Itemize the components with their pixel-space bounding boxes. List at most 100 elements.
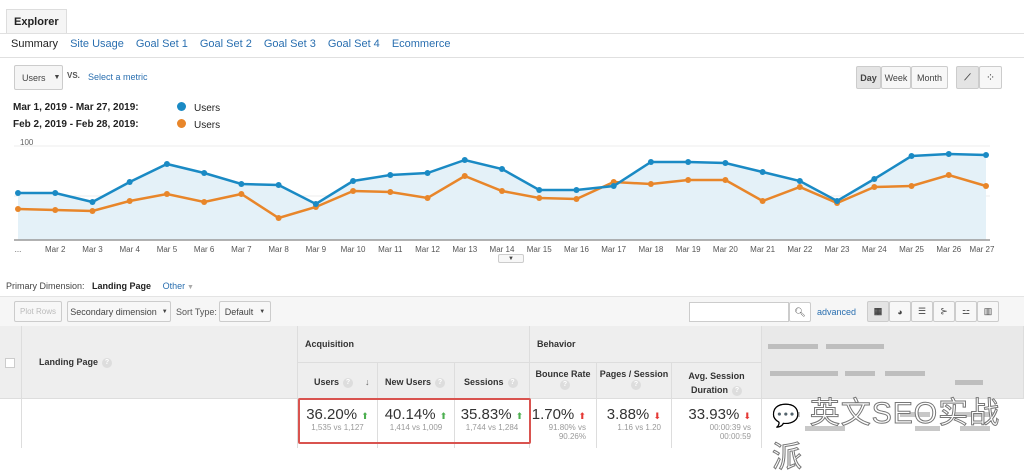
- data-point: [126, 179, 133, 185]
- table-view-icon[interactable]: ▦: [867, 301, 889, 322]
- sort-type-dropdown[interactable]: Default ▼: [219, 301, 271, 322]
- data-point: [15, 206, 21, 212]
- performance-view-icon[interactable]: ☰: [911, 301, 933, 322]
- subtab-goal-set-2[interactable]: Goal Set 2: [199, 38, 252, 50]
- x-tick-label: Mar 19: [676, 245, 701, 254]
- line-chart-icon[interactable]: ⟋: [956, 66, 979, 89]
- motion-chart-icon[interactable]: ⁘: [979, 66, 1002, 89]
- vs-label: VS.: [67, 71, 80, 80]
- x-tick-label: Mar 2: [45, 245, 66, 254]
- dimension-landing-page[interactable]: Landing Page: [92, 281, 152, 291]
- help-icon: ?: [102, 357, 113, 368]
- data-point: [387, 189, 394, 195]
- data-point: [796, 184, 803, 190]
- col-pages-session[interactable]: Pages / Session?: [597, 363, 672, 399]
- x-tick-label: Mar 3: [82, 245, 103, 254]
- plot-rows-button[interactable]: Plot Rows: [14, 301, 62, 322]
- percent-change: 3.88%: [606, 406, 650, 423]
- data-point: [52, 190, 59, 196]
- search-icon[interactable]: 🔍︎: [789, 302, 811, 322]
- metric-dropdown[interactable]: Users ▼: [14, 65, 63, 90]
- data-point: [461, 157, 468, 163]
- chart-collapse-toggle[interactable]: ▼: [498, 254, 524, 263]
- data-point: [871, 184, 878, 190]
- col-users[interactable]: Users? ↓: [298, 363, 378, 399]
- data-point: [424, 195, 431, 201]
- report-subtabs: Summary Site Usage Goal Set 1 Goal Set 2…: [11, 38, 451, 50]
- col-landing-page[interactable]: Landing Page?: [22, 326, 298, 399]
- data-point: [89, 199, 96, 205]
- term-cloud-icon[interactable]: ⚍: [955, 301, 977, 322]
- percent-change: 1.70%: [531, 406, 575, 423]
- comparison-values: 1,535 vs 1,127: [311, 423, 364, 432]
- col-new-users[interactable]: New Users?: [378, 363, 455, 399]
- data-point: [647, 181, 654, 187]
- subtab-goal-set-1[interactable]: Goal Set 1: [135, 38, 188, 50]
- x-tick-label: Mar 6: [194, 245, 215, 254]
- data-point: [499, 166, 505, 172]
- arrow-up-icon: ⬆: [361, 411, 369, 421]
- data-point: [945, 151, 952, 157]
- subtab-ecommerce[interactable]: Ecommerce: [391, 38, 451, 50]
- secondary-dimension-dropdown[interactable]: Secondary dimension ▼: [67, 301, 171, 322]
- data-point: [983, 183, 989, 189]
- group-behavior: Behavior: [530, 326, 762, 363]
- data-point: [573, 187, 580, 193]
- x-tick-label: Mar 23: [825, 245, 850, 254]
- x-tick-label: Mar 27: [970, 245, 995, 254]
- legend-dot-icon: [177, 101, 186, 111]
- data-point: [759, 198, 766, 204]
- arrow-up-icon: ⬆: [515, 411, 524, 421]
- month-button[interactable]: Month: [911, 66, 948, 89]
- tab-explorer[interactable]: Explorer: [6, 9, 67, 34]
- percent-change: 40.14%: [384, 406, 436, 423]
- x-tick-label: Mar 16: [564, 245, 589, 254]
- pivot-view-icon[interactable]: ▥: [977, 301, 999, 322]
- x-tick-label: Mar 13: [452, 245, 477, 254]
- group-acquisition: Acquisition: [298, 326, 530, 363]
- data-point: [499, 188, 505, 194]
- data-point: [834, 198, 841, 204]
- comparison-view-icon[interactable]: ⊱: [933, 301, 955, 322]
- col-bounce-rate[interactable]: Bounce Rate?: [530, 363, 597, 399]
- sort-desc-icon: ↓: [365, 377, 370, 387]
- x-tick-label: Mar 15: [527, 245, 552, 254]
- data-point: [275, 215, 282, 221]
- day-button[interactable]: Day: [856, 66, 881, 89]
- x-tick-label: Mar 11: [378, 245, 403, 254]
- week-button[interactable]: Week: [881, 66, 911, 89]
- data-point: [536, 195, 543, 201]
- data-point: [722, 160, 729, 166]
- col-avg-session-duration[interactable]: Avg. Session Duration?: [672, 363, 762, 399]
- advanced-link[interactable]: advanced: [817, 307, 857, 317]
- data-point: [163, 191, 170, 197]
- data-point: [647, 159, 654, 165]
- dimension-other[interactable]: Other: [162, 281, 186, 291]
- subtab-site-usage[interactable]: Site Usage: [70, 38, 124, 50]
- pie-view-icon[interactable]: ◕: [889, 301, 911, 322]
- arrow-up-icon: ⬆: [578, 411, 586, 421]
- subtab-summary[interactable]: Summary: [11, 38, 59, 50]
- data-point: [945, 172, 952, 178]
- select-all-checkbox[interactable]: [5, 358, 15, 368]
- x-tick-label: ...: [15, 245, 22, 254]
- cell-users: 36.20% ⬆ 1,535 vs 1,127: [298, 399, 378, 448]
- data-point: [201, 199, 208, 205]
- wechat-icon: 💬: [771, 403, 801, 429]
- data-point: [983, 152, 989, 158]
- data-point: [796, 178, 803, 184]
- data-point: [350, 188, 357, 194]
- table-search-input[interactable]: [689, 302, 789, 322]
- x-tick-label: Mar 18: [638, 245, 663, 254]
- x-tick-label: Mar 22: [787, 245, 812, 254]
- subtab-goal-set-4[interactable]: Goal Set 4: [327, 38, 380, 50]
- legend-current: Mar 1, 2019 - Mar 27, 2019: Users: [13, 101, 221, 114]
- cell-pages-session: 3.88% ⬇ 1.16 vs 1.20: [597, 399, 672, 448]
- data-point: [15, 190, 21, 196]
- cell-avg-session-duration: 33.93% ⬇ 00:00:39 vs 00:00:59: [672, 399, 762, 448]
- watermark: 💬 英文SEO实战派: [771, 397, 1001, 475]
- col-sessions[interactable]: Sessions?: [455, 363, 530, 399]
- comparison-values: 1,414 vs 1,009: [389, 423, 443, 432]
- subtab-goal-set-3[interactable]: Goal Set 3: [263, 38, 316, 50]
- select-metric-link[interactable]: Select a metric: [88, 72, 148, 82]
